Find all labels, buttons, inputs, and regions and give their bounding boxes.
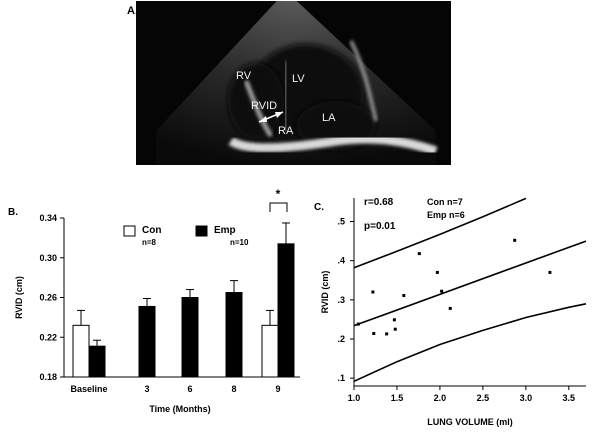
- echocardiogram-image: RV LV RVID RA LA: [136, 1, 451, 165]
- panel-a-label: A.: [127, 5, 138, 17]
- legend-swatch-emp: [195, 225, 208, 237]
- scatter-point: [393, 327, 397, 331]
- legend-label-emp: Emp: [214, 225, 236, 236]
- legend-swatch-con: [123, 225, 136, 237]
- bar-con: [72, 324, 90, 378]
- bar-y-tick-label: 0.18: [39, 372, 57, 382]
- scatter-point: [440, 289, 444, 293]
- scatter-x-tick-label: 1.5: [391, 393, 404, 403]
- legend-emp-n: Emp n=6: [427, 210, 465, 220]
- legend-n-con: n=8: [142, 238, 157, 247]
- scatter-point: [417, 252, 421, 256]
- scatter-y-tick-label: .4: [337, 256, 345, 266]
- scatter-point: [356, 322, 360, 326]
- bar-y-axis-title: RVID (cm): [14, 276, 24, 319]
- bar-x-tick-label: 9: [275, 384, 280, 394]
- echo-label-ra: RA: [278, 125, 294, 137]
- bar-emp: [138, 305, 156, 378]
- ci-upper-curve: [353, 197, 527, 269]
- bar-emp: [88, 345, 106, 378]
- scatter-point: [385, 332, 389, 336]
- scatter-marks: [353, 197, 587, 383]
- ci-lower-curve: [353, 303, 587, 383]
- bar-x-tick-label: 6: [187, 384, 192, 394]
- bar-emp: [277, 243, 295, 378]
- scatter-y-tick-label: .3: [337, 295, 345, 305]
- scatter-y-tick-label: .5: [337, 217, 345, 227]
- echo-label-rvid: RVID: [251, 100, 278, 112]
- echo-label-rv: RV: [236, 70, 252, 82]
- bar-x-tick-label: 3: [144, 384, 149, 394]
- bar-y-tick-label: 0.34: [39, 213, 57, 223]
- scatter-point: [513, 238, 517, 242]
- scatter-point: [392, 318, 396, 322]
- scatter-point: [435, 270, 439, 274]
- scatter-x-tick-label: 2.5: [477, 393, 490, 403]
- echo-label-la: LA: [322, 112, 336, 124]
- stat-r-value: r=0.68: [364, 197, 394, 208]
- bar-con: [261, 324, 279, 378]
- significance-bracket: [269, 202, 288, 212]
- legend-con-n: Con n=7: [427, 197, 463, 207]
- scatter-point: [448, 306, 452, 310]
- scatter-x-tick-label: 1.0: [348, 393, 361, 403]
- legend-n-emp: n=10: [230, 238, 249, 247]
- bar-x-tick-label: 8: [231, 384, 236, 394]
- panel-c-label: C.: [314, 202, 324, 213]
- scatter-axes: .1 .2 .3 .4 .5 1.0 1.5 2.0 2.5 3.0 3.5 RVID (cm) LUN…: [320, 197, 586, 427]
- scatter-y-tick-label: .2: [337, 334, 345, 344]
- echo-label-lv: LV: [292, 73, 305, 85]
- scatter-x-tick-label: 2.0: [434, 393, 447, 403]
- legend-label-con: Con: [142, 225, 161, 236]
- panel-b-bar-chart: B. 0.18 0.22 0.26 0.30 0.34 RVID (cm) Time (Mo…: [8, 187, 300, 414]
- scatter-point: [371, 290, 375, 294]
- scatter-y-axis-title: RVID (cm): [320, 271, 330, 314]
- bar-x-tick-label: Baseline: [70, 384, 107, 394]
- scatter-point: [372, 332, 376, 336]
- panel-b-label: B.: [8, 207, 18, 218]
- scatter-point: [548, 270, 552, 274]
- scatter-point: [402, 294, 406, 298]
- significance-marker: *: [276, 187, 281, 201]
- stat-p-value: p=0.01: [364, 221, 396, 232]
- bar-y-tick-label: 0.30: [39, 253, 57, 263]
- scatter-x-tick-label: 3.0: [520, 393, 533, 403]
- echo-ultrasound-graphic: [156, 1, 438, 165]
- scatter-x-tick-label: 3.5: [563, 393, 576, 403]
- bar-emp: [225, 292, 243, 378]
- bar-y-tick-label: 0.22: [39, 332, 57, 342]
- scatter-y-tick-label: .1: [337, 373, 345, 383]
- scatter-x-axis-title: LUNG VOLUME (ml): [427, 417, 513, 427]
- bar-y-tick-label: 0.26: [39, 293, 57, 303]
- bar-chart-axes: 0.18 0.22 0.26 0.30 0.34 RVID (cm) Time (Month…: [14, 213, 300, 414]
- bar-chart-marks: *: [72, 187, 295, 378]
- bar-emp: [181, 297, 199, 378]
- bar-x-axis-title: Time (Months): [149, 404, 210, 414]
- regression-line: [353, 240, 587, 327]
